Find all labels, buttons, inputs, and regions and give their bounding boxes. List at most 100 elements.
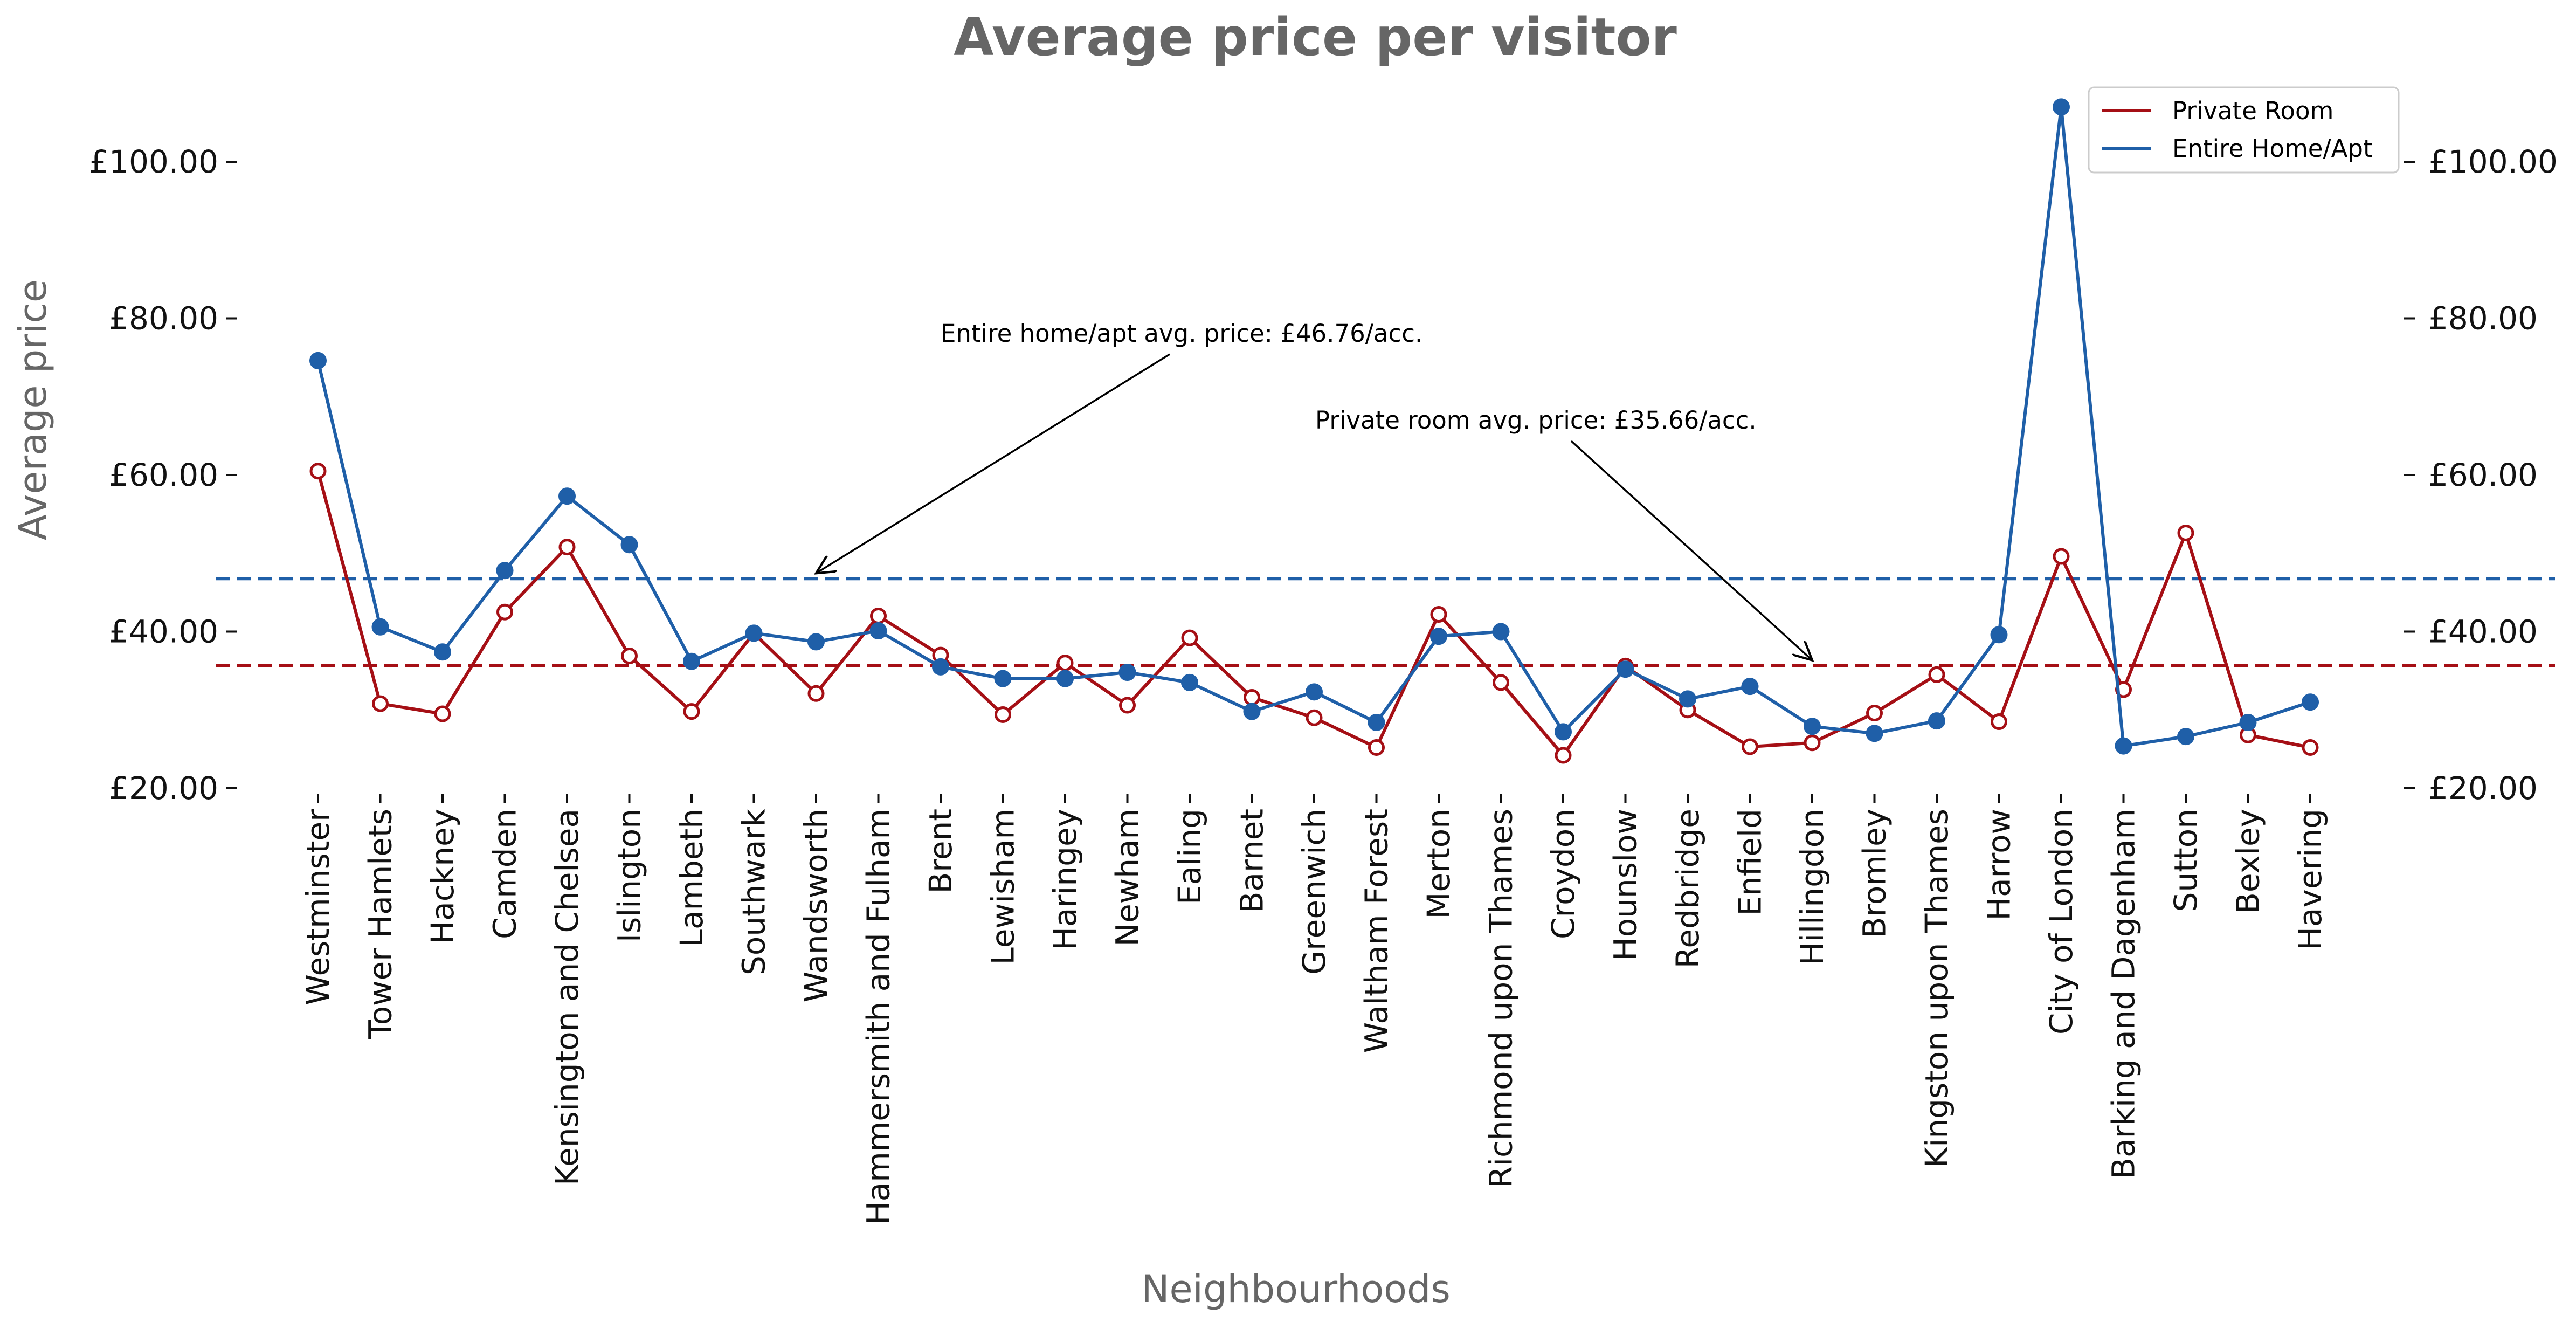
data-point <box>1181 673 1198 691</box>
x-tick-label: Barking and Dagenham <box>2105 809 2142 1179</box>
legend-entry: Private Room <box>2172 97 2333 125</box>
data-point <box>309 463 327 480</box>
data-point <box>745 624 763 642</box>
y-axis-label: Average price <box>11 279 55 540</box>
data-point <box>1306 683 1323 701</box>
annotation-arrow <box>1570 440 1812 660</box>
data-point <box>1492 623 1510 641</box>
x-tick-label: Hounslow <box>1607 809 1644 961</box>
data-point <box>1056 670 1074 687</box>
data-point <box>620 536 638 554</box>
x-tick-label: Westminster <box>300 809 336 1006</box>
data-point <box>371 618 389 636</box>
x-tick-label: Wandsworth <box>798 809 834 1002</box>
x-tick-label: Islington <box>611 809 648 942</box>
x-tick-label: Bromley <box>1856 809 1893 938</box>
x-tick-label: Croydon <box>1545 809 1581 939</box>
data-point <box>1804 734 1821 752</box>
x-tick-label: Havering <box>2292 809 2329 951</box>
data-point <box>869 622 887 640</box>
data-point <box>309 352 327 369</box>
data-point <box>558 539 576 556</box>
series <box>309 98 2319 764</box>
y-tick-label-right: £20.00 <box>2428 770 2538 807</box>
data-point <box>807 633 825 651</box>
data-point <box>1866 725 1883 742</box>
data-point <box>995 706 1011 723</box>
y-tick-label-right: £60.00 <box>2428 457 2538 493</box>
data-point <box>1804 718 1821 735</box>
x-tick-label: Hackney <box>424 809 461 944</box>
data-point <box>1990 626 2008 644</box>
data-point <box>2053 548 2070 565</box>
data-point <box>372 695 389 712</box>
legend: Private Room Entire Home/Apt <box>2088 86 2400 174</box>
data-point <box>1928 666 1945 683</box>
x-tick-label: Kingston upon Thames <box>1918 809 1955 1168</box>
data-point <box>2239 713 2257 731</box>
annotation-text: Entire home/apt avg. price: £46.76/acc. <box>941 319 1422 348</box>
data-point <box>1306 709 1323 726</box>
data-point <box>1368 739 1385 756</box>
x-tick-label: Southwark <box>736 809 772 975</box>
annotations: Entire home/apt avg. price: £46.76/acc. P… <box>816 319 1812 660</box>
x-axis-label: Neighbourhoods <box>1141 1267 1451 1311</box>
data-point <box>1866 705 1883 722</box>
data-point <box>1243 703 1261 720</box>
x-tick-label: Kensington and Chelsea <box>549 809 585 1186</box>
x-tick-label: Enfield <box>1732 809 1769 916</box>
legend-entry: Entire Home/Apt <box>2172 134 2373 163</box>
data-point <box>1928 712 1945 730</box>
data-point <box>621 648 638 665</box>
y-tick-label-right: £100.00 <box>2428 143 2558 180</box>
data-point <box>870 607 887 624</box>
data-point <box>2302 739 2319 756</box>
x-tick-label: Waltham Forest <box>1358 809 1395 1053</box>
data-point <box>1118 664 1136 681</box>
data-point <box>2302 693 2319 711</box>
x-tick-label: Greenwich <box>1296 809 1332 975</box>
chart-title: Average price per visitor <box>954 7 1677 67</box>
x-tick-label: Richmond upon Thames <box>1483 809 1520 1188</box>
data-point <box>683 652 700 670</box>
x-tick-label: Sutton <box>2167 809 2204 912</box>
series-line <box>316 105 2311 748</box>
y-tick-label-left: £40.00 <box>109 614 218 650</box>
data-point <box>558 487 576 505</box>
x-tick-label: Redbridge <box>1669 809 1706 968</box>
data-point <box>1741 678 1759 696</box>
data-point <box>1244 689 1260 706</box>
data-point <box>1493 674 1509 691</box>
y-tick-label-left: £60.00 <box>109 457 218 493</box>
data-point <box>496 562 514 580</box>
data-point <box>1119 697 1136 714</box>
data-point <box>683 703 700 720</box>
y-tick-label-left: £100.00 <box>89 143 218 180</box>
data-point <box>1991 713 2007 731</box>
x-tick-label: Camden <box>487 809 523 939</box>
x-tick-label: Lewisham <box>985 809 1021 965</box>
data-point <box>434 705 451 722</box>
data-point <box>1430 628 1447 645</box>
data-point <box>1679 690 1696 708</box>
legend-box <box>2088 86 2400 174</box>
annotation-text: Private room avg. price: £35.66/acc. <box>1315 406 1757 435</box>
reference-lines <box>216 577 2555 667</box>
data-point <box>2115 737 2132 755</box>
data-point <box>1056 655 1074 672</box>
x-tick-label: Barnet <box>1234 809 1270 913</box>
x-tick-label: Brent <box>922 809 959 894</box>
x-tick-label: Tower Hamlets <box>362 809 399 1039</box>
data-point <box>1555 747 1572 764</box>
data-point <box>2177 524 2194 541</box>
y-tick-label-right: £80.00 <box>2428 300 2538 337</box>
x-tick-label: Newham <box>1109 809 1146 946</box>
data-point <box>807 685 825 702</box>
x-tick-label: Harrow <box>1981 809 2018 920</box>
data-point <box>496 603 513 621</box>
x-tick-label: Hammersmith and Fulham <box>860 809 897 1225</box>
y-tick-label-right: £40.00 <box>2428 614 2538 650</box>
data-point <box>2053 98 2070 116</box>
